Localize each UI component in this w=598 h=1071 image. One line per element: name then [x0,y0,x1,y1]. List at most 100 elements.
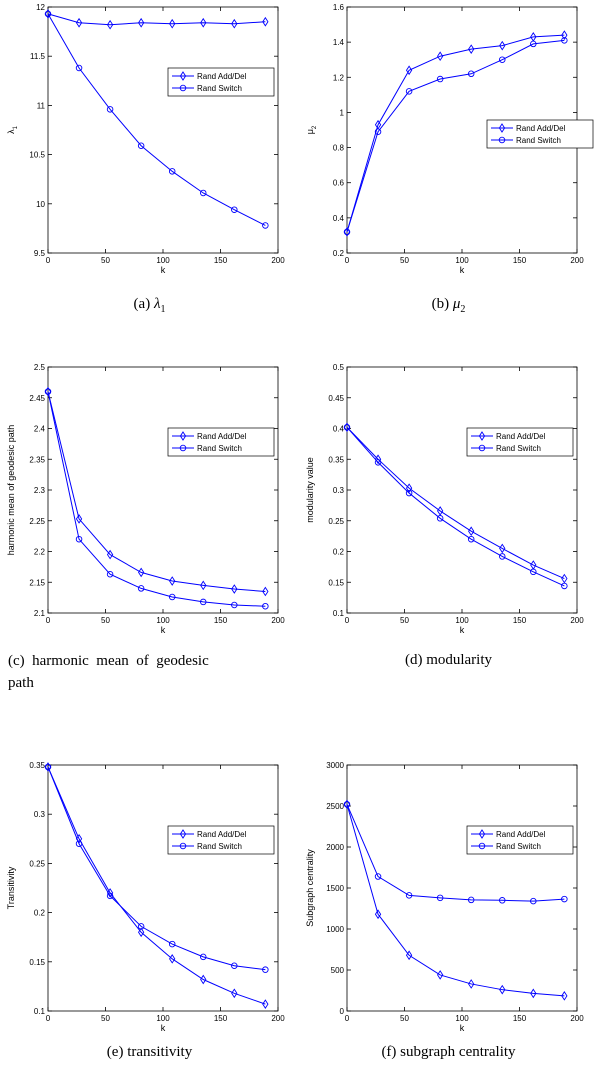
c4-xlabel: k [161,1023,166,1033]
chart-d: 0 50 100 150 200 0.1 0.15 0.2 0.25 0.3 0.35 0.4 0.45… [305,363,584,635]
caption-c-line1: (c) harmonic mean of geodesic [8,653,209,669]
c1-ytick-label-6: 1.4 [333,38,345,47]
c2-series-1-point-7 [262,602,269,610]
c1-series-1-point-1 [374,128,382,136]
c0-series-0-point-3 [138,17,145,28]
c3-series-1-line [346,426,565,587]
c5-xtick-label-4: 200 [570,1014,584,1023]
c5-legend-marker-1 [478,842,486,850]
c3-ylabel: modularity value [305,457,315,523]
c1-series-1-point-5 [498,56,506,63]
c0-xtick-label-0: 0 [46,256,51,265]
caption-b-symbol: μ2 [452,296,466,315]
c0-axes-box [47,6,279,254]
caption-b: (b) μ2 [299,296,598,315]
c4-ytick-label-2: 0.2 [34,909,46,918]
c3-ytick-label-2: 0.2 [333,548,345,557]
c0-series-0-point-4 [169,18,176,29]
c2-legend-label-0: Rand Add/Del [197,432,247,441]
c4-xtick-label-2: 100 [156,1014,170,1023]
caption-a-symbol: λ1 [153,296,166,315]
c3-series-1-point-5 [498,553,506,560]
c0-series-1-point-4 [168,168,176,175]
chart-c: 0 50 100 150 200 2.1 2.15 2.2 2.25 2.3 2.35 2.4 2.45… [6,363,285,635]
c5-series-0-point-0 [343,799,351,810]
c4-ytick-label-0: 0.1 [34,1007,46,1016]
c1-ytick-label-2: 0.6 [333,179,345,188]
c3-legend-box [466,427,574,457]
c2-axes-box [47,366,279,614]
c4-series-0-point-2 [106,888,114,898]
c4-series-0-point-5 [200,974,207,985]
c0-series-1-point-7 [262,222,269,229]
c2-legend-box [167,427,275,457]
c2-series-0-point-4 [169,576,176,586]
c5-series-0-line [346,804,565,997]
c0-series-0-point-0 [44,9,52,19]
chart-a: 0 50 100 150 200 9.5 10 10.5 11 11.5 12 k λ1 Rand Add… [6,3,285,275]
c2-ytick-label-4: 2.3 [34,486,46,495]
c4-ytick-label-5: 0.35 [29,761,45,770]
c2-ylabel: harmonic mean of geodesic path [6,425,16,556]
c2-series-0-point-0 [44,386,52,397]
c3-ytick-label-1: 0.15 [328,578,344,587]
c5-legend-label-1: Rand Switch [496,842,541,851]
caption-a: (a) λ1 [0,296,299,315]
c3-xtick-label-1: 50 [400,616,409,625]
c3-xlabel: k [460,625,465,635]
c1-xtick-label-4: 200 [570,256,584,265]
c5-ytick-label-5: 2500 [326,802,344,811]
c1-legend-label-0: Rand Add/Del [516,124,566,133]
c4-legend-marker-1 [179,842,187,850]
c5-series-1-point-1 [374,873,382,880]
c3-ytick-label-4: 0.3 [333,486,345,495]
c1-xtick-label-3: 150 [513,256,527,265]
caption-d: (d) modularity [404,652,493,668]
caption-c-line2: path [8,675,34,691]
c1-ytick-label-5: 1.2 [333,73,345,82]
c2-series-0-point-2 [106,549,114,560]
c1-xtick-label-0: 0 [345,256,350,265]
c5-xtick-label-0: 0 [345,1014,350,1023]
caption-b-label: (b) [431,296,450,312]
c2-ytick-label-1: 2.15 [29,578,45,587]
c4-series-0-point-6 [231,988,238,999]
c4-legend: Rand Add/Del Rand Switch [167,825,275,855]
caption-e: (e) transitivity [106,1044,193,1060]
c3-legend-marker-1 [478,444,486,452]
c0-xtick-label-2: 100 [156,256,170,265]
c5-series-1-point-7 [561,895,568,903]
c5-series-0-point-7 [561,991,568,1001]
c1-ytick-label-3: 0.8 [333,144,345,153]
c2-series-1-point-6 [231,601,238,609]
c2-series-0-line [47,391,266,592]
c0-series-1-point-1 [75,64,83,72]
c1-series-0-point-2 [405,65,413,76]
c1-xtick-label-2: 100 [455,256,469,265]
c2-legend-marker-0 [179,431,187,441]
c2-series-1-point-1 [75,535,83,543]
c5-xlabel: k [460,1023,465,1033]
c1-ytick-label-0: 0.2 [333,249,345,258]
c1-xtick-label-1: 50 [400,256,409,265]
c5-legend-box [466,825,574,855]
c4-series-0-point-7 [262,999,269,1009]
c3-legend: Rand Add/Del Rand Switch [466,427,574,457]
c0-xlabel: k [161,265,166,275]
c2-ytick-label-0: 2.1 [34,609,46,618]
c2-series-1-point-2 [106,571,114,578]
c0-legend: Rand Add/Del Rand Switch [167,67,275,97]
c5-ytick-label-4: 2000 [326,843,344,852]
c2-series-1-line [47,391,266,607]
caption-a-label: (a) [133,296,151,312]
c0-xtick-label-3: 150 [214,256,228,265]
c0-series-0-point-6 [231,18,238,29]
c2-ytick-label-6: 2.4 [34,425,46,434]
panel-d: 0 50 100 150 200 0.1 0.15 0.2 0.25 0.3 0.35 0.4 0.45… [299,360,598,635]
c0-legend-label-1: Rand Switch [197,84,242,93]
chart-f: 0 50 100 150 200050010001500200025003000kSub… [305,761,584,1033]
c5-axes-box [346,764,578,1012]
c0-ytick-label-2: 10.5 [29,151,45,160]
c5-series-1-point-5 [498,897,506,904]
c5-series-1-point-2 [405,892,413,899]
